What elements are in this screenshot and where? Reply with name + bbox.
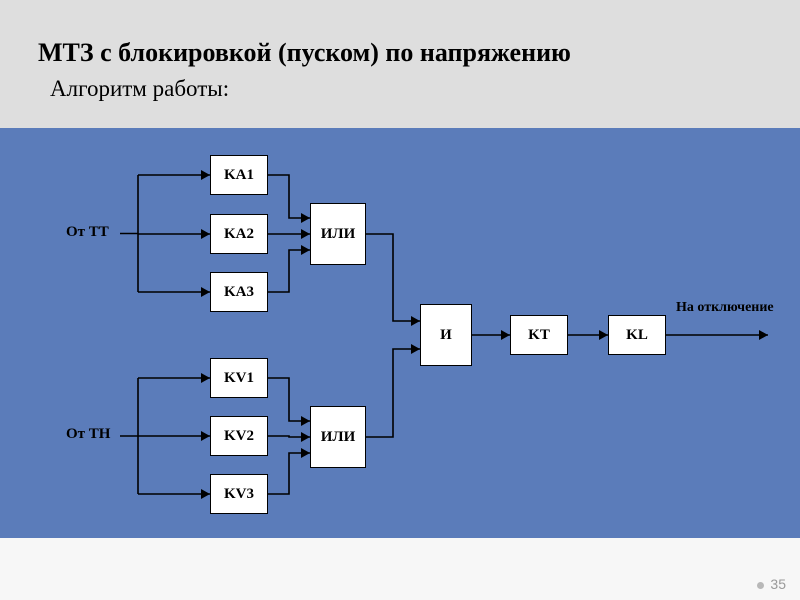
node-ka3: KA3 bbox=[210, 272, 268, 312]
label-tn: От ТН bbox=[66, 426, 110, 443]
node-kl: KL bbox=[608, 315, 666, 355]
label-tt: От ТТ bbox=[66, 224, 109, 241]
node-kv2: KV2 bbox=[210, 416, 268, 456]
bg-diagram bbox=[0, 128, 800, 538]
bg-bottom bbox=[0, 538, 800, 600]
page-title: МТЗ с блокировкой (пуском) по напряжению bbox=[38, 38, 571, 68]
node-or1: ИЛИ bbox=[310, 203, 366, 265]
node-and: И bbox=[420, 304, 472, 366]
label-off: На отключение bbox=[676, 300, 774, 316]
node-kv1: KV1 bbox=[210, 358, 268, 398]
node-ka2: KA2 bbox=[210, 214, 268, 254]
node-kt: KT bbox=[510, 315, 568, 355]
node-or2: ИЛИ bbox=[310, 406, 366, 468]
slide-stage: МТЗ с блокировкой (пуском) по напряжению… bbox=[0, 0, 800, 600]
page-number: 35 bbox=[757, 576, 786, 592]
page-subtitle: Алгоритм работы: bbox=[50, 76, 229, 102]
node-ka1: KA1 bbox=[210, 155, 268, 195]
node-kv3: KV3 bbox=[210, 474, 268, 514]
